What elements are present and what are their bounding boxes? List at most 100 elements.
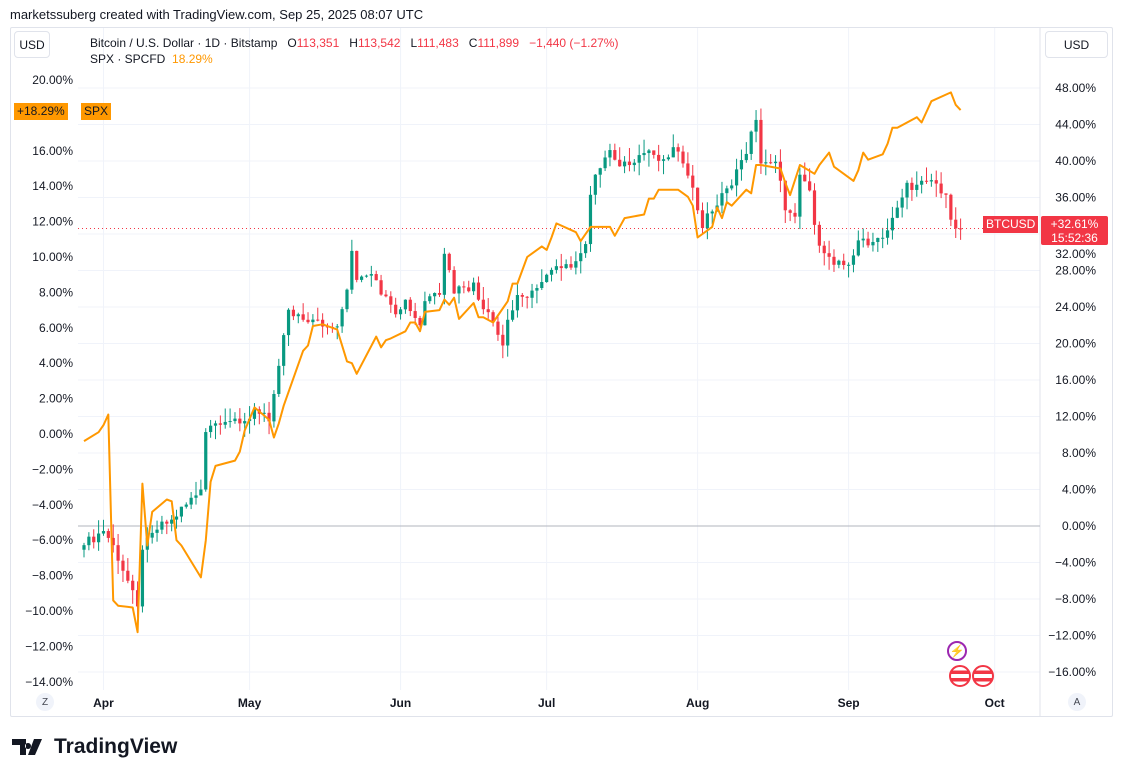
timezone-button[interactable]: Z <box>36 693 54 711</box>
us-flag-icon[interactable] <box>972 665 994 687</box>
candle-up <box>209 425 213 433</box>
x-axis-tick: Jun <box>390 696 411 710</box>
candle-up <box>885 230 890 238</box>
low-label: L <box>410 36 418 50</box>
right-currency-button[interactable]: USD <box>1045 31 1108 58</box>
candle-up <box>593 174 597 195</box>
candle-down <box>944 193 948 195</box>
auto-scale-button[interactable]: A <box>1068 693 1086 711</box>
candle-down <box>613 150 617 160</box>
candle-up <box>861 238 865 241</box>
candle-up <box>243 421 247 424</box>
right-axis-tick: 4.00% <box>1062 483 1096 497</box>
candle-down <box>822 245 826 254</box>
candle-up <box>277 365 281 394</box>
candle-down <box>934 180 938 184</box>
left-axis-tick: −2.00% <box>32 462 73 476</box>
candle-up <box>574 261 578 268</box>
candle-up <box>603 157 607 169</box>
candle-up <box>140 549 145 607</box>
candle-down <box>476 282 481 300</box>
candle-up <box>730 185 734 189</box>
right-axis-tick: 20.00% <box>1055 337 1096 351</box>
candle-down <box>291 309 296 317</box>
right-axis-tick: 24.00% <box>1055 300 1096 314</box>
candle-down <box>126 570 130 581</box>
candle-up <box>335 326 339 328</box>
candle-up <box>398 309 403 315</box>
low-value: 111,483 <box>417 36 459 50</box>
candle-up <box>223 421 227 425</box>
candle-up <box>647 150 651 154</box>
candle-down <box>106 531 110 538</box>
btc-pct: +32.61% <box>1050 217 1099 231</box>
candle-up <box>87 536 91 546</box>
candle-up <box>530 290 534 298</box>
right-axis-tick: 40.00% <box>1055 154 1096 168</box>
x-axis-tick: Apr <box>93 696 114 710</box>
candle-down <box>812 190 817 225</box>
candle-up <box>705 213 709 229</box>
candle-up <box>871 241 875 246</box>
tradingview-logo[interactable]: TradingView <box>12 735 177 759</box>
close-label: C <box>468 36 478 50</box>
candle-up <box>725 188 729 194</box>
candle-up <box>184 504 188 507</box>
candle-down <box>759 119 763 164</box>
candle-up <box>340 309 344 327</box>
symbol-title[interactable]: Bitcoin / U.S. Dollar · 1D · Bitstamp <box>90 36 278 50</box>
left-axis-tick: −6.00% <box>32 533 73 547</box>
left-axis-tick: 0.00% <box>39 427 73 441</box>
candle-up <box>204 432 208 490</box>
x-axis-tick: May <box>238 696 262 710</box>
btc-price-label: +32.61% 15:52:36 <box>1041 216 1108 245</box>
candle-down <box>676 147 680 152</box>
candle-down <box>803 174 807 182</box>
candle-up <box>749 131 753 154</box>
candle-down <box>452 270 456 294</box>
candle-up <box>744 153 748 161</box>
candle-up <box>262 412 266 414</box>
lightning-event-icon[interactable]: ⚡ <box>947 641 967 661</box>
candle-up <box>540 282 544 289</box>
open-value: 113,351 <box>296 36 340 50</box>
candle-up <box>579 253 583 262</box>
candle-down <box>691 175 695 188</box>
candle-down <box>218 423 222 425</box>
candle-up <box>272 393 276 422</box>
candle-up <box>311 319 315 323</box>
left-currency-button[interactable]: USD <box>14 31 50 58</box>
candle-up <box>428 296 432 302</box>
right-axis-tick: −4.00% <box>1055 556 1096 570</box>
spx-legend: SPX · SPCFD 18.29% <box>90 52 213 66</box>
candle-down <box>301 314 305 320</box>
candle-up <box>846 264 851 266</box>
candle-down <box>949 194 953 220</box>
spx-line <box>83 91 962 634</box>
spx-title[interactable]: SPX · SPCFD <box>90 52 166 66</box>
candle-down <box>808 181 812 191</box>
candle-up <box>564 264 568 269</box>
candle-up <box>637 155 641 163</box>
candle-up <box>150 532 154 538</box>
candle-down <box>793 212 797 217</box>
candle-up <box>194 495 198 498</box>
us-flag-icon[interactable] <box>949 665 971 687</box>
candle-down <box>413 311 417 318</box>
candle-up <box>549 269 554 275</box>
candle-up <box>233 418 237 422</box>
candle-down <box>267 412 271 422</box>
candle-down <box>501 334 505 346</box>
candle-down <box>389 296 393 305</box>
candle-up <box>350 250 354 290</box>
candle-up <box>734 169 739 186</box>
candle-up <box>359 276 364 280</box>
right-axis-tick: −8.00% <box>1055 592 1096 606</box>
candle-down <box>491 312 495 322</box>
right-axis-tick: 32.00% <box>1055 247 1096 261</box>
logo-text: TradingView <box>54 735 178 758</box>
candle-down <box>939 183 943 194</box>
candle-down <box>681 151 685 164</box>
candle-down <box>618 159 622 167</box>
